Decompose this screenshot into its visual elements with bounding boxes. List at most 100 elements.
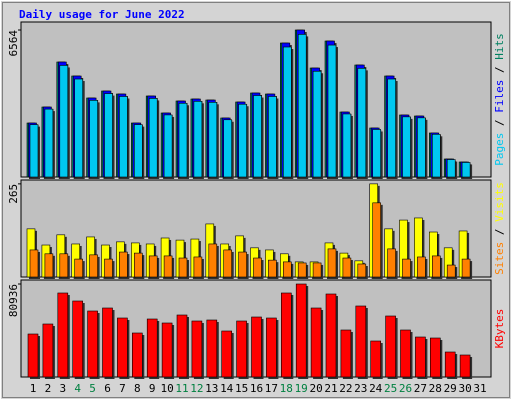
legend-entry: Visits: [493, 182, 506, 222]
bar: [268, 259, 277, 278]
bar: [117, 317, 128, 378]
x-tick-label: 15: [235, 382, 248, 395]
x-tick-label: 7: [119, 382, 126, 395]
bar: [342, 257, 352, 278]
bar: [72, 300, 83, 378]
bar: [191, 320, 203, 378]
bar: [223, 119, 232, 178]
bar: [134, 252, 143, 278]
bar: [444, 351, 456, 378]
bar: [417, 117, 426, 178]
bar: [297, 34, 307, 178]
x-tick-label: 2: [45, 382, 52, 395]
x-tick-label: 13: [205, 382, 218, 395]
x-tick-label: 28: [429, 382, 442, 395]
bar: [402, 258, 411, 278]
bar: [161, 322, 173, 378]
legend-entry: Files: [493, 80, 506, 113]
legend-entry: KBytes: [493, 309, 506, 349]
x-tick-label: 10: [160, 382, 173, 395]
bar: [461, 258, 471, 278]
bar: [357, 263, 367, 278]
x-tick-label: 21: [324, 382, 337, 395]
bar: [372, 129, 382, 178]
bar: [312, 262, 322, 278]
bar: [282, 46, 292, 178]
bar: [119, 96, 128, 178]
legend: Pages / Files / Hits: [493, 33, 506, 166]
bar: [208, 243, 218, 278]
x-tick-label: 30: [458, 382, 471, 395]
bar: [340, 329, 352, 378]
bar: [342, 113, 352, 178]
x-tick-label: 5: [89, 382, 96, 395]
bar: [415, 336, 426, 378]
bar: [295, 283, 307, 378]
x-tick-label: 22: [339, 382, 352, 395]
bar: [251, 316, 262, 378]
bar: [355, 305, 367, 378]
x-tick-label: 18: [280, 382, 293, 395]
x-tick-label: 20: [309, 382, 322, 395]
bar: [119, 251, 128, 278]
bar: [163, 114, 173, 178]
bar: [236, 320, 247, 378]
bar: [446, 264, 456, 278]
bar: [206, 319, 218, 378]
bar: [461, 162, 471, 178]
bar: [178, 257, 188, 278]
legend: KBytes: [493, 309, 506, 349]
x-tick-label: 11: [175, 382, 188, 395]
bar: [27, 333, 39, 378]
bar: [102, 307, 113, 378]
bar: [253, 257, 262, 278]
bar: [148, 255, 158, 278]
bar: [297, 262, 307, 278]
bar: [148, 98, 158, 178]
bar: [178, 102, 188, 178]
bar: [310, 307, 322, 378]
bar: [59, 253, 69, 278]
bar: [193, 256, 203, 278]
bar: [459, 354, 471, 378]
bar: [193, 101, 203, 178]
bar: [134, 124, 143, 178]
bar: [221, 330, 232, 378]
legend: Sites / Visits: [493, 182, 506, 275]
bar: [208, 102, 218, 178]
legend-entry: Hits: [493, 33, 506, 60]
bar: [74, 78, 83, 178]
bar: [280, 292, 292, 378]
bar: [312, 70, 322, 178]
x-tick-label: 12: [190, 382, 203, 395]
bar: [238, 251, 247, 278]
bar: [266, 317, 277, 378]
x-tick-label: 4: [74, 382, 81, 395]
bar: [400, 329, 411, 378]
bar: [387, 78, 396, 178]
legend-entry: Pages: [493, 133, 506, 166]
bar: [29, 249, 39, 278]
bar: [59, 65, 69, 178]
bar: [238, 103, 247, 178]
bar: [446, 159, 456, 178]
bar: [87, 310, 98, 378]
x-tick-label: 14: [220, 382, 234, 395]
bar: [387, 248, 396, 278]
x-tick-label: 23: [354, 382, 367, 395]
x-tick-label: 6: [104, 382, 111, 395]
x-tick-label: 31: [473, 382, 486, 395]
x-tick-label: 16: [250, 382, 263, 395]
x-tick-label: 26: [399, 382, 412, 395]
bar: [74, 258, 83, 278]
bar: [253, 95, 262, 178]
bar: [431, 255, 441, 278]
bar: [42, 323, 54, 378]
legend-entry: Sites: [493, 242, 506, 275]
legend-separator: /: [493, 113, 506, 133]
x-tick-label: 9: [149, 382, 156, 395]
bar: [282, 261, 292, 278]
bar: [89, 100, 98, 178]
